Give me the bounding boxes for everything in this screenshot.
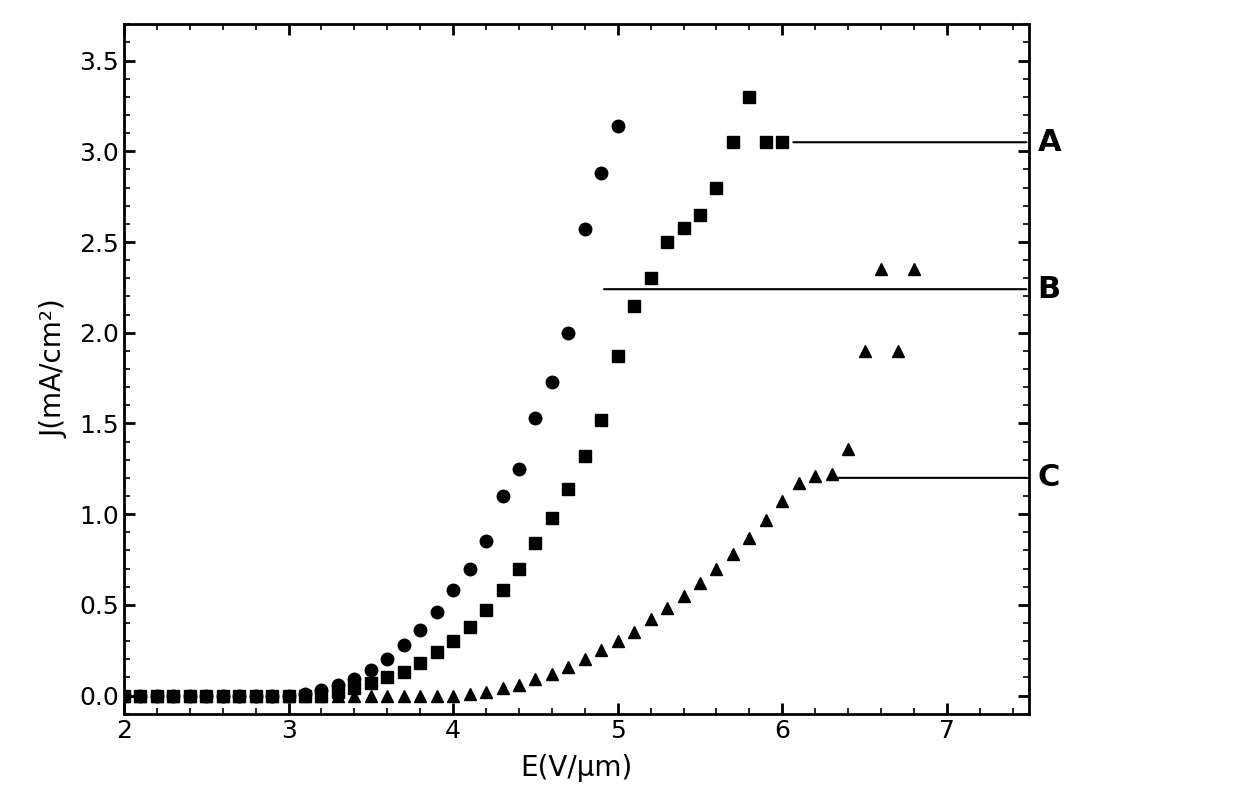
Text: B: B (1038, 275, 1060, 303)
Text: C: C (1038, 463, 1060, 492)
Text: A: A (1038, 128, 1061, 157)
X-axis label: E(V/μm): E(V/μm) (521, 753, 632, 782)
Y-axis label: J(mA/cm²): J(mA/cm²) (40, 299, 68, 439)
